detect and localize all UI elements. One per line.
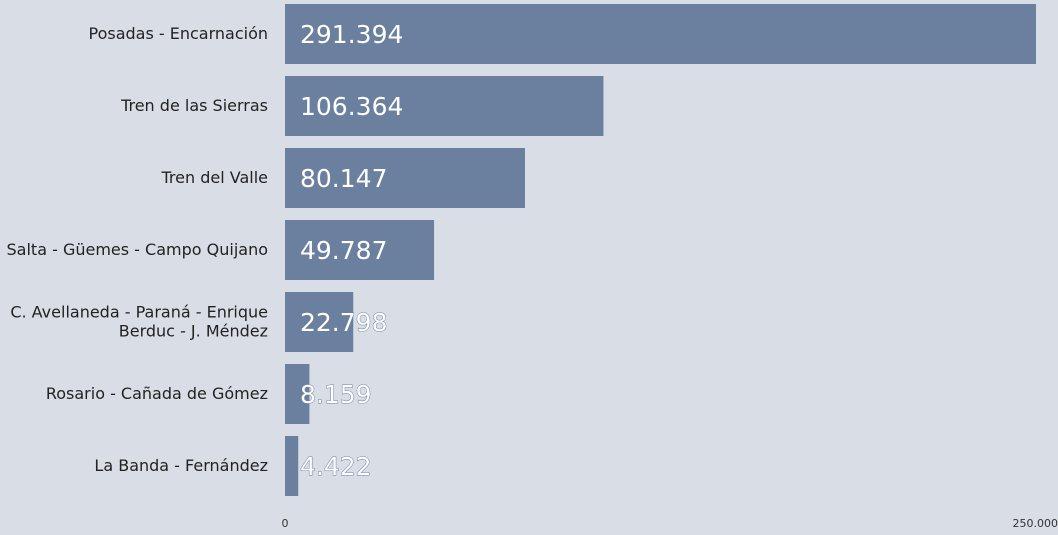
- category-label: C. Avellaneda - Paraná - Enrique Berduc -…: [10, 302, 268, 340]
- value-label: 22.798: [300, 308, 387, 337]
- bar: [285, 364, 310, 424]
- bar: [285, 292, 354, 352]
- x-tick-label: 250.000: [1013, 517, 1058, 530]
- plot-area: [285, 4, 1036, 496]
- bar: [285, 220, 435, 280]
- bar: [285, 4, 1036, 64]
- category-label: Salta - Güemes - Campo Quijano: [7, 240, 268, 259]
- value-label: 80.147: [300, 164, 387, 193]
- value-label: 106.364: [300, 92, 403, 121]
- x-tick-label: 0: [282, 517, 289, 530]
- value-label: 8.159: [300, 380, 372, 409]
- bar: [285, 148, 525, 208]
- category-label: Tren de las Sierras: [120, 96, 268, 115]
- bar: [285, 436, 299, 496]
- bar: [285, 76, 604, 136]
- value-label: 4.422: [300, 452, 372, 481]
- category-label: Tren del Valle: [161, 168, 269, 187]
- value-label: 291.394: [300, 20, 403, 49]
- category-label: Posadas - Encarnación: [88, 24, 268, 43]
- value-label: 49.787: [300, 236, 387, 265]
- category-label: Rosario - Cañada de Gómez: [46, 384, 268, 403]
- category-label: La Banda - Fernández: [94, 456, 268, 475]
